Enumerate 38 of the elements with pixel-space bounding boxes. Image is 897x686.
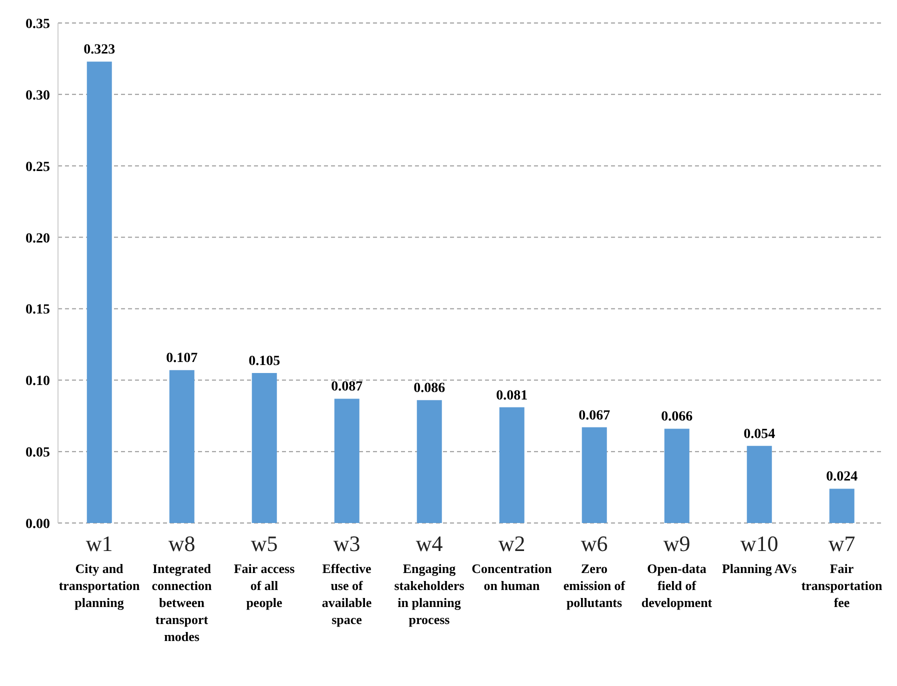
bar: [664, 428, 690, 523]
y-tick-label: 0.00: [26, 516, 50, 532]
x-tick-label: w4 Engaging stakeholders in planning process: [394, 531, 464, 627]
data-label: 0.086: [414, 381, 446, 396]
bar: [169, 370, 194, 523]
y-tick-label: 0.35: [26, 16, 50, 32]
data-label: 0.323: [84, 42, 116, 58]
bar: [86, 62, 112, 523]
data-label: 0.105: [248, 354, 280, 369]
data-label: 0.054: [744, 426, 776, 442]
data-label: 0.066: [661, 410, 693, 425]
y-tick-label: 0.05: [26, 446, 50, 461]
x-tick-label: w1 City and transportation planning: [58, 531, 140, 610]
bar: [746, 446, 772, 523]
x-tick-label: w2 Concentration on human: [472, 531, 553, 593]
x-tick-label: w9 Open-data field of development: [641, 531, 713, 610]
data-label: 0.081: [496, 388, 528, 404]
data-label: 0.067: [578, 408, 610, 424]
bar: [829, 488, 854, 523]
x-tick-label: w7 Fair transportation fee: [801, 531, 883, 610]
x-tick-label: w8 Integrated connection between transport modes: [152, 531, 212, 644]
bar: [334, 398, 360, 523]
x-tick-label: w3 Effective use of available space: [322, 531, 372, 627]
y-tick-label: 0.20: [26, 231, 50, 246]
bar: [416, 400, 442, 523]
bar: [582, 427, 607, 523]
x-tick-label: w10 Planning AVs: [722, 531, 797, 576]
y-tick-label: 0.25: [26, 160, 50, 175]
bar: [499, 407, 524, 523]
data-label: 0.087: [331, 380, 363, 395]
x-tick-label: w6 Zero emission of pollutants: [563, 531, 626, 610]
data-label: 0.107: [166, 351, 198, 366]
bar: [252, 373, 277, 523]
x-tick-label: w5 Fair access of all people: [234, 531, 295, 610]
y-tick-label: 0.30: [26, 88, 50, 104]
y-tick-label: 0.10: [26, 374, 50, 390]
y-tick-label: 0.15: [26, 302, 50, 318]
data-label: 0.024: [826, 470, 858, 485]
